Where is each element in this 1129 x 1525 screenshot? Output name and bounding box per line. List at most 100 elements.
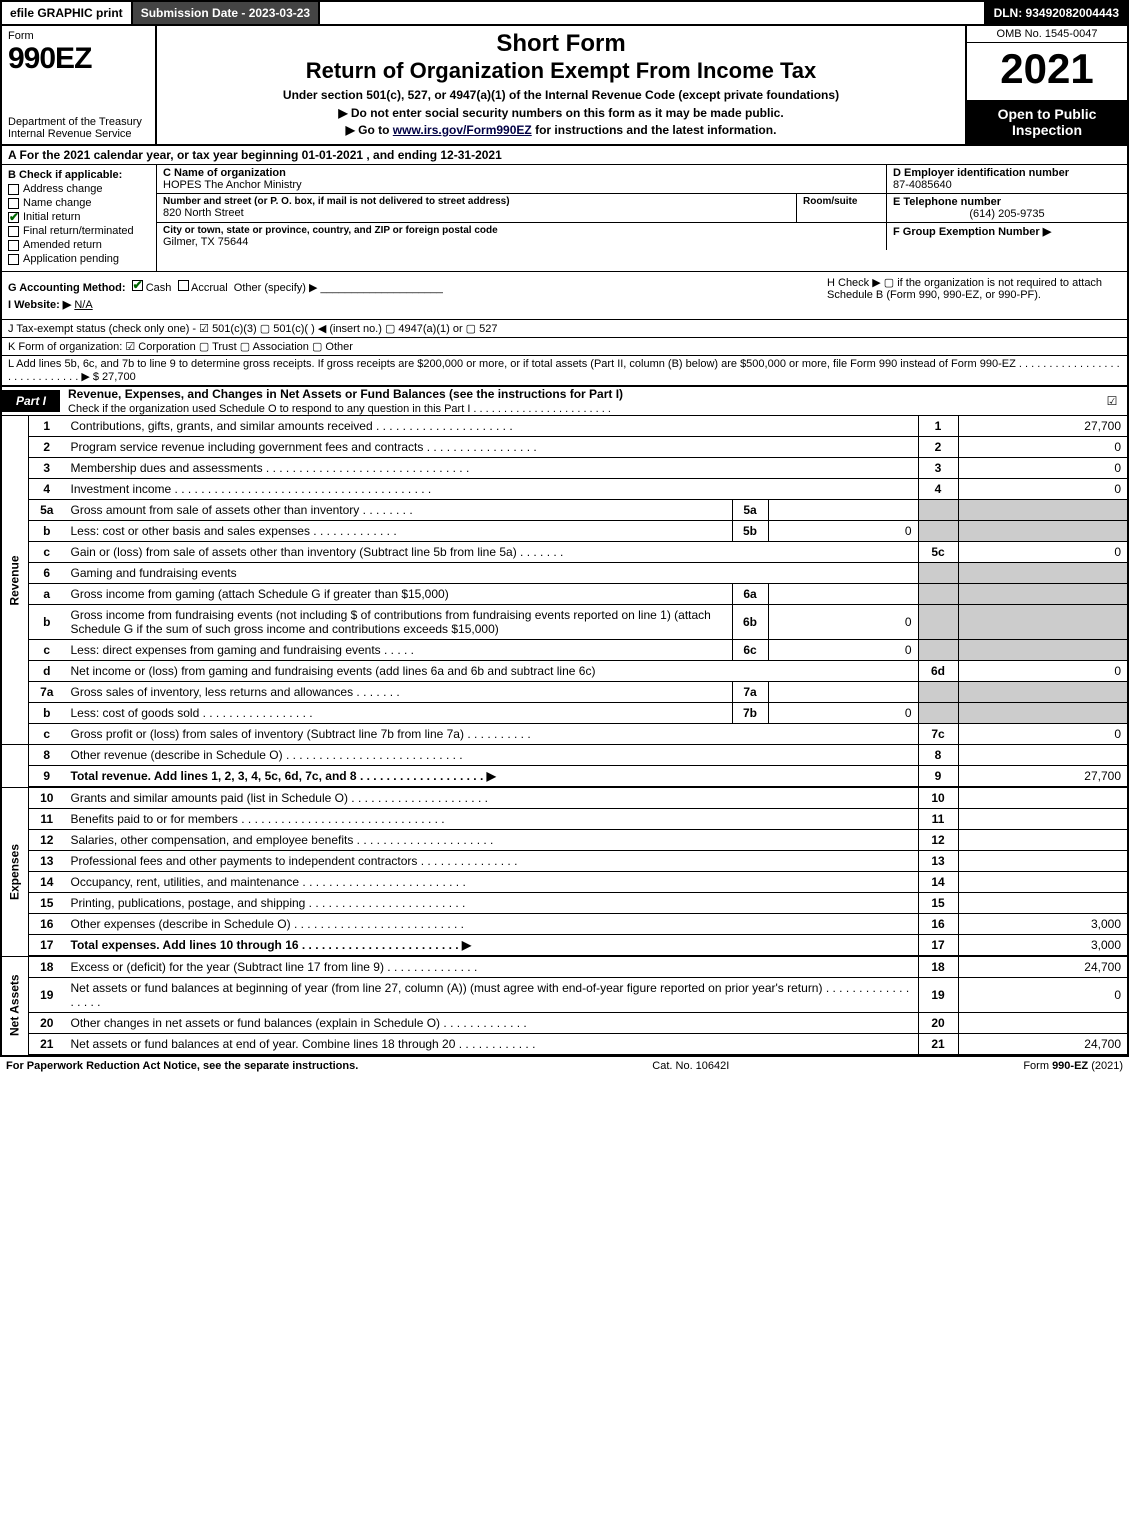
- form-subtitle: Under section 501(c), 527, or 4947(a)(1)…: [163, 88, 959, 102]
- row-1: Revenue 1 Contributions, gifts, grants, …: [1, 416, 1128, 437]
- row-21: 21 Net assets or fund balances at end of…: [1, 1034, 1128, 1056]
- note2-suffix: for instructions and the latest informat…: [532, 123, 777, 137]
- part1-check[interactable]: ☑: [1097, 394, 1127, 408]
- row-2: 2 Program service revenue including gove…: [1, 437, 1128, 458]
- row-15: 15 Printing, publications, postage, and …: [1, 893, 1128, 914]
- row-13: 13 Professional fees and other payments …: [1, 851, 1128, 872]
- amt-18: 24,700: [958, 956, 1128, 978]
- ein-value: 87-4085640: [893, 179, 1121, 191]
- amt-10: [958, 787, 1128, 809]
- val-6b: 0: [768, 605, 918, 640]
- footer-right: Form 990-EZ (2021): [1023, 1060, 1123, 1072]
- inspection-badge: Open to Public Inspection: [967, 100, 1127, 144]
- section-b-header: B Check if applicable:: [8, 169, 150, 181]
- amt-3: 0: [958, 458, 1128, 479]
- line-k-form-org: K Form of organization: ☑ Corporation ▢ …: [0, 338, 1129, 356]
- room-cell: Room/suite: [797, 194, 887, 222]
- room-hdr: Room/suite: [803, 196, 880, 207]
- chk-amended-return[interactable]: Amended return: [8, 239, 150, 251]
- department-label: Department of the Treasury Internal Reve…: [8, 116, 149, 140]
- row-a-tax-year: A For the 2021 calendar year, or tax yea…: [0, 146, 1129, 165]
- ein-hdr: D Employer identification number: [893, 167, 1121, 179]
- row-8: 8 Other revenue (describe in Schedule O)…: [1, 745, 1128, 766]
- page-footer: For Paperwork Reduction Act Notice, see …: [0, 1056, 1129, 1075]
- addr-hdr: Number and street (or P. O. box, if mail…: [163, 196, 790, 207]
- addr-value: 820 North Street: [163, 207, 790, 219]
- chk-name-change[interactable]: Name change: [8, 197, 150, 209]
- row-6a: a Gross income from gaming (attach Sched…: [1, 584, 1128, 605]
- city-cell: City or town, state or province, country…: [157, 223, 887, 250]
- amt-19: 0: [958, 978, 1128, 1013]
- chk-cash[interactable]: [132, 280, 143, 291]
- chk-accrual[interactable]: [178, 280, 189, 291]
- amt-9: 27,700: [958, 766, 1128, 788]
- section-h: H Check ▶ ▢ if the organization is not r…: [821, 276, 1121, 315]
- tel-hdr: E Telephone number: [893, 196, 1121, 208]
- amt-8: [958, 745, 1128, 766]
- row-11: 11 Benefits paid to or for members . . .…: [1, 809, 1128, 830]
- row-7c: c Gross profit or (loss) from sales of i…: [1, 724, 1128, 745]
- row-14: 14 Occupancy, rent, utilities, and maint…: [1, 872, 1128, 893]
- amt-17: 3,000: [958, 935, 1128, 957]
- row-6d: d Net income or (loss) from gaming and f…: [1, 661, 1128, 682]
- line-g-accounting: G Accounting Method: Cash Accrual Other …: [8, 280, 821, 294]
- amt-14: [958, 872, 1128, 893]
- org-name-hdr: C Name of organization: [163, 167, 880, 179]
- form-number: 990EZ: [8, 42, 149, 76]
- section-b-checkboxes: B Check if applicable: Address change Na…: [2, 165, 157, 271]
- city-hdr: City or town, state or province, country…: [163, 225, 880, 236]
- row-3: 3 Membership dues and assessments . . . …: [1, 458, 1128, 479]
- form-note-ssn: ▶ Do not enter social security numbers o…: [163, 106, 959, 120]
- section-cdef: C Name of organization HOPES The Anchor …: [157, 165, 1127, 271]
- amt-7c: 0: [958, 724, 1128, 745]
- chk-application-pending[interactable]: Application pending: [8, 253, 150, 265]
- chk-final-return[interactable]: Final return/terminated: [8, 225, 150, 237]
- amt-6d: 0: [958, 661, 1128, 682]
- footer-center: Cat. No. 10642I: [652, 1060, 729, 1072]
- footer-left: For Paperwork Reduction Act Notice, see …: [6, 1060, 358, 1072]
- row-5b: b Less: cost or other basis and sales ex…: [1, 521, 1128, 542]
- group-exemption-hdr: F Group Exemption Number ▶: [893, 225, 1121, 238]
- row-20: 20 Other changes in net assets or fund b…: [1, 1013, 1128, 1034]
- amt-13: [958, 851, 1128, 872]
- header-center: Short Form Return of Organization Exempt…: [157, 26, 967, 144]
- amt-1: 27,700: [958, 416, 1128, 437]
- chk-address-change[interactable]: Address change: [8, 183, 150, 195]
- val-6a: [768, 584, 918, 605]
- efile-label[interactable]: efile GRAPHIC print: [2, 2, 133, 24]
- amt-4: 0: [958, 479, 1128, 500]
- netassets-side-label: Net Assets: [1, 956, 29, 1055]
- note2-prefix: ▶ Go to: [346, 123, 393, 137]
- row-6b: b Gross income from fundraising events (…: [1, 605, 1128, 640]
- short-form-title: Short Form: [163, 30, 959, 58]
- row-9: 9 Total revenue. Add lines 1, 2, 3, 4, 5…: [1, 766, 1128, 788]
- topbar-spacer: [320, 2, 985, 24]
- amt-20: [958, 1013, 1128, 1034]
- irs-link[interactable]: www.irs.gov/Form990EZ: [393, 123, 532, 137]
- row-16: 16 Other expenses (describe in Schedule …: [1, 914, 1128, 935]
- chk-initial-return[interactable]: Initial return: [8, 211, 150, 223]
- section-bcdef: B Check if applicable: Address change Na…: [0, 165, 1129, 272]
- city-value: Gilmer, TX 75644: [163, 236, 880, 248]
- row-6: 6 Gaming and fundraising events: [1, 563, 1128, 584]
- section-h-text: H Check ▶ ▢ if the organization is not r…: [827, 277, 1102, 301]
- amt-5c: 0: [958, 542, 1128, 563]
- form-word: Form: [8, 30, 149, 42]
- part1-tab: Part I: [2, 390, 60, 412]
- row-6c: c Less: direct expenses from gaming and …: [1, 640, 1128, 661]
- row-12: 12 Salaries, other compensation, and emp…: [1, 830, 1128, 851]
- row-10: Expenses 10 Grants and similar amounts p…: [1, 787, 1128, 809]
- tax-year: 2021: [967, 43, 1127, 95]
- row-5c: c Gain or (loss) from sale of assets oth…: [1, 542, 1128, 563]
- row-5a: 5a Gross amount from sale of assets othe…: [1, 500, 1128, 521]
- ein-cell: D Employer identification number 87-4085…: [887, 165, 1127, 193]
- amt-15: [958, 893, 1128, 914]
- amt-12: [958, 830, 1128, 851]
- group-exemption-cell: F Group Exemption Number ▶: [887, 223, 1127, 250]
- website-value: N/A: [74, 299, 92, 311]
- revenue-side-label: Revenue: [1, 416, 29, 745]
- row-7b: b Less: cost of goods sold . . . . . . .…: [1, 703, 1128, 724]
- addr-cell: Number and street (or P. O. box, if mail…: [157, 194, 797, 222]
- form-title: Return of Organization Exempt From Incom…: [163, 58, 959, 84]
- line-l-gross-receipts: L Add lines 5b, 6c, and 7b to line 9 to …: [0, 356, 1129, 387]
